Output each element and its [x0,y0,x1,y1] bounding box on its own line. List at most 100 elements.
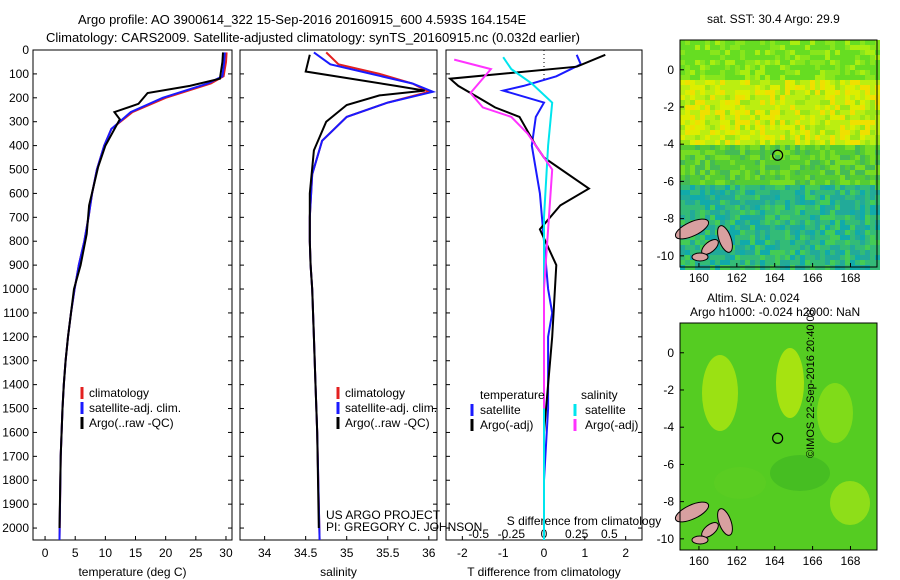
header-line1: Argo profile: AO 3900614_322 15-Sep-2016… [78,12,527,27]
map-y-tick-label: 0 [667,63,674,77]
y-tick-label: 1300 [2,354,29,368]
y-tick-label: 1100 [3,306,29,320]
map-y-tick-label: -6 [663,174,674,188]
island-landmass [674,218,710,240]
x-tick-label: 0 [42,546,49,560]
sla-map-title-1: Altim. SLA: 0.024 [707,291,800,305]
sla-map [674,323,877,550]
map-x-tick-label: 160 [689,271,709,285]
map-y-tick-label: -10 [657,532,675,546]
map-x-tick-label: 164 [765,271,785,285]
y-tick-label: 200 [9,91,29,105]
island-landmass [674,501,710,523]
y-tick-label: 400 [9,139,29,153]
legend-label: satellite-adj. clim. [345,401,437,415]
map-y-tick-label: -4 [663,137,674,151]
top-tick-label: 0.5 [601,527,618,541]
legend-label: Argo(..raw -QC) [345,416,430,430]
x-tick-label: 34 [258,546,272,560]
header-line2: Climatology: CARS2009. Satellite-adjuste… [46,30,581,45]
map-y-tick-label: 0 [667,346,674,360]
legend-label: salinity [581,388,618,402]
map-y-tick-label: -6 [663,457,674,471]
legend-label: satellite [480,403,521,417]
y-tick-label: 900 [9,258,29,272]
map-x-tick-label: 166 [803,271,823,285]
y-tick-label: 1900 [2,497,29,511]
y-tick-label: 1600 [2,425,29,439]
map-x-tick-label: 168 [840,554,860,568]
profile-axes-box [32,49,233,541]
legend-label: Argo(-adj) [585,418,638,432]
legend-label: Argo(-adj) [480,418,533,432]
y-tick-label: 600 [9,186,29,200]
top-tick-label: -0.25 [498,527,526,541]
legend-label: Argo(..raw -QC) [89,416,174,430]
y-tick-label: 1700 [2,449,29,463]
series-line-satellite [499,54,583,540]
y-tick-label: 1200 [2,330,29,344]
map-x-tick-label: 162 [727,554,747,568]
x-tick-label: 1 [581,546,588,560]
map-y-tick-label: -8 [663,495,674,509]
x-tick-label: 0 [541,546,548,560]
y-tick-label: 0 [22,43,29,57]
y-tick-label: 1800 [2,473,29,487]
project-line2: PI: GREGORY C. JOHNSON [326,520,483,534]
y-tick-label: 700 [9,210,29,224]
x-tick-label: 35 [340,546,354,560]
island-landmass [691,252,709,262]
y-tick-label: 1400 [2,378,29,392]
legend-label: climatology [345,386,405,400]
legend-label: temperature [480,388,545,402]
sst-map-title: sat. SST: 30.4 Argo: 29.9 [707,12,840,26]
y-tick-label: 800 [9,234,29,248]
x-tick-label: 15 [129,546,143,560]
x-tick-label: 10 [99,546,113,560]
legend-label: satellite-adj. clim. [89,401,181,415]
series-line-argo-raw-qc- [304,54,425,529]
y-tick-label: 1000 [2,282,29,296]
top-tick-label: -0.5 [468,527,489,541]
series-line-argo-raw-qc- [58,52,224,529]
y-tick-label: 500 [9,163,29,177]
argo-float-marker [772,432,784,444]
y-tick-label: 300 [9,115,29,129]
map-y-tick-label: -2 [663,383,674,397]
map-x-tick-label: 160 [689,554,709,568]
map-y-tick-label: -4 [663,420,674,434]
top-axis-label: S difference from climatology [507,514,662,528]
map-x-tick-label: 162 [727,271,747,285]
x-axis-label: temperature (deg C) [78,565,186,579]
map-y-tick-label: -8 [663,212,674,226]
x-axis-label: T difference from climatology [467,565,621,579]
x-tick-label: 25 [189,546,203,560]
x-tick-label: 35.5 [376,546,400,560]
project-line1: US ARGO PROJECT [326,508,441,522]
sla-map-title-2: Argo h1000: -0.024 h2000: NaN [690,305,861,319]
x-tick-label: -2 [457,546,468,560]
sst-map [674,40,880,270]
timestamp-stamp: ©IMOS 22-Sep-2016 20:40:08 [805,309,817,458]
top-tick-label: 0.25 [565,527,589,541]
island-landmass [691,535,709,545]
x-tick-label: 2 [622,546,629,560]
map-frame [679,39,878,268]
x-tick-label: -1 [498,546,509,560]
x-tick-label: 36 [422,546,436,560]
map-y-tick-label: -10 [657,249,675,263]
map-x-tick-label: 164 [765,554,785,568]
y-tick-label: 100 [9,67,29,81]
x-tick-label: 5 [72,546,79,560]
series-line-argo-adj- [453,58,554,409]
island-landmass [717,508,733,536]
map-y-tick-label: -2 [663,100,674,114]
argo-float-marker [772,149,784,161]
profile-axes-box [239,49,438,541]
map-x-tick-label: 166 [803,554,823,568]
map-frame [679,322,878,551]
x-tick-label: 20 [159,546,173,560]
map-x-tick-label: 168 [840,271,860,285]
island-landmass [717,225,733,253]
